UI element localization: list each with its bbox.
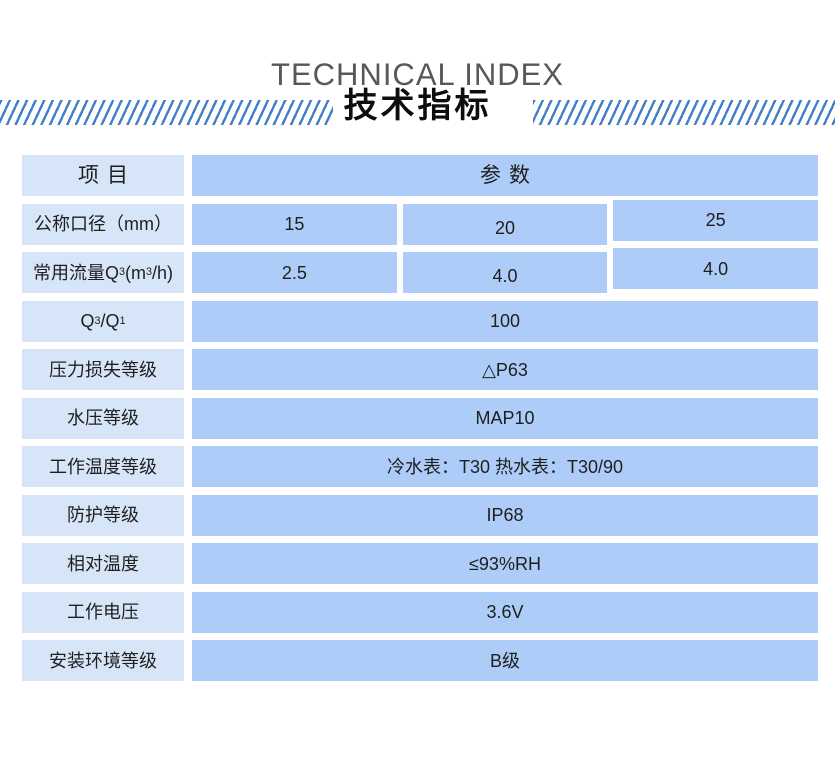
value-cell: MAP10 — [192, 397, 818, 439]
value-cell: 冷水表：T30 热水表：T30/90 — [192, 446, 818, 487]
value-cell: 20 — [402, 203, 608, 245]
column-header-item: 项目 — [22, 155, 184, 196]
title-english: TECHNICAL INDEX — [271, 56, 564, 93]
value-cell: 100 — [192, 300, 818, 342]
row-label: 工作温度等级 — [22, 446, 184, 487]
title-chinese: 技术指标 — [343, 87, 492, 125]
row-label: 安装环境等级 — [22, 640, 184, 681]
row-label: 压力损失等级 — [22, 349, 184, 390]
table-row-working-temperature: 工作温度等级 冷水表：T30 热水表：T30/90 — [22, 446, 818, 487]
row-values: 2.5 4.0 4.0 — [192, 248, 818, 293]
value-cell: △P63 — [192, 349, 818, 390]
value-cell: ≤93%RH — [192, 543, 818, 584]
table-row-common-flow: 常用流量Q 3 (m 3/h) 2.5 4.0 4.0 — [22, 248, 818, 293]
table-row-q3-q1: Q 3/Q 1 100 — [22, 300, 818, 342]
row-label: 防护等级 — [22, 494, 184, 536]
table-row-pressure-loss: 压力损失等级 △P63 — [22, 349, 818, 390]
value-cell: 25 — [613, 199, 818, 241]
row-label: Q 3/Q 1 — [22, 300, 184, 342]
row-label: 常用流量Q 3 (m 3/h) — [22, 252, 184, 293]
row-label: 相对温度 — [22, 543, 184, 584]
value-cell: 15 — [192, 203, 397, 245]
table-row-nominal-diameter: 公称口径（mm） 15 20 25 — [22, 199, 818, 245]
value-cell: IP68 — [192, 494, 818, 536]
value-cell: B级 — [192, 640, 818, 681]
column-header-parameter: 参数 — [192, 155, 818, 196]
stripe-right-decoration — [533, 100, 835, 125]
stripe-left-decoration — [0, 100, 333, 125]
table-row-working-voltage: 工作电压 3.6V — [22, 591, 818, 633]
value-cell: 3.6V — [192, 591, 818, 633]
value-cell: 2.5 — [192, 252, 397, 293]
row-label: 水压等级 — [22, 397, 184, 439]
value-cell: 4.0 — [613, 248, 818, 289]
row-values: 15 20 25 — [192, 199, 818, 245]
table-row-protection-rating: 防护等级 IP68 — [22, 494, 818, 536]
row-label: 公称口径（mm） — [22, 203, 184, 245]
table-row-installation-environment: 安装环境等级 B级 — [22, 640, 818, 681]
row-label: 工作电压 — [22, 591, 184, 633]
value-cell: 4.0 — [402, 252, 608, 293]
table-row-water-pressure: 水压等级 MAP10 — [22, 397, 818, 439]
table-header-row: 项目 参数 — [22, 155, 818, 196]
spec-table: 项目 参数 公称口径（mm） 15 20 25 常用流量Q 3 (m 3/h) 2.5… — [22, 155, 818, 689]
table-row-relative-humidity: 相对温度 ≤93%RH — [22, 543, 818, 584]
